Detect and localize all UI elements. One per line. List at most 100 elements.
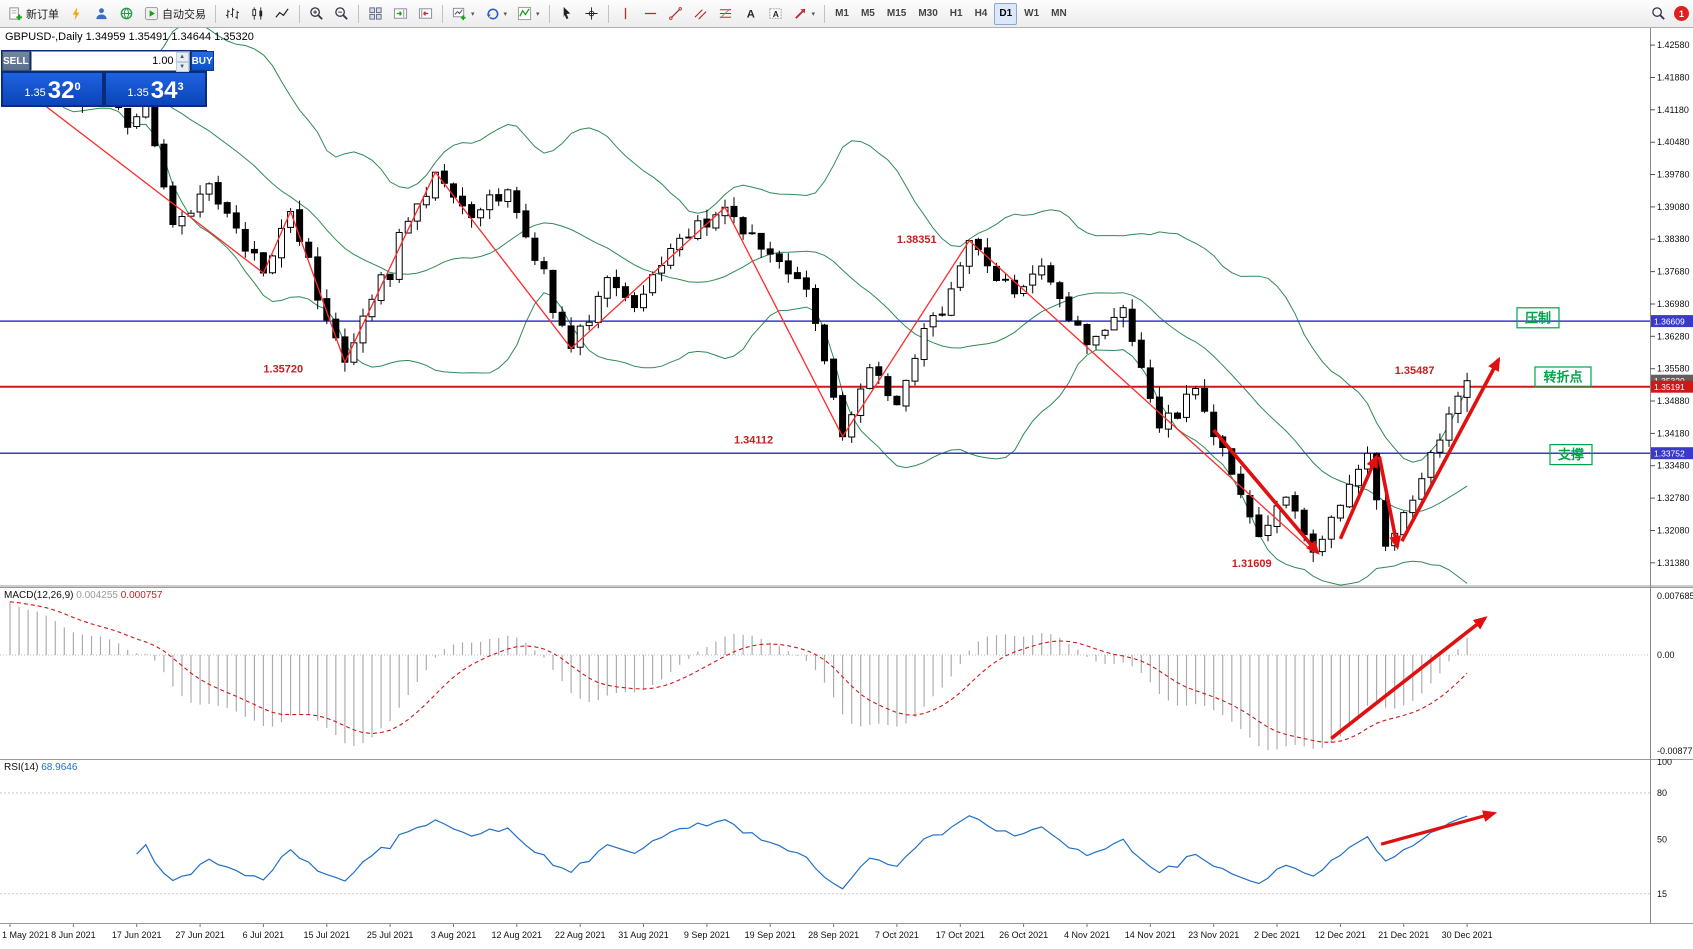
svg-text:1.32780: 1.32780 (1657, 493, 1690, 503)
annotation-box[interactable] (1516, 307, 1560, 329)
svg-text:1.39780: 1.39780 (1657, 170, 1690, 180)
buy-price-button[interactable]: 1.35 34 3 (105, 72, 206, 106)
zoom-in-button[interactable] (305, 3, 328, 25)
macd-label: MACD(12,26,9) 0.004255 0.000757 (4, 590, 162, 601)
profiles-button[interactable]: ▾ (481, 3, 512, 25)
timeframe-m30-button[interactable]: M30 (913, 3, 942, 25)
main-price-chart[interactable]: 1.35720 1.34112 1.38351 1.31609 1.35487 压制转折点… (0, 28, 1693, 587)
svg-text:1.34180: 1.34180 (1657, 428, 1690, 438)
chart-ohlc-header: GBPUSD-,Daily 1.34959 1.35491 1.34644 1.… (5, 31, 254, 43)
chevron-down-icon: ▾ (536, 10, 540, 18)
timeframe-mn-button[interactable]: MN (1046, 3, 1072, 25)
indicators-icon (517, 6, 532, 21)
macd-pane[interactable]: 0.007685 0.00 -0.00877 (0, 587, 1693, 759)
one-click-icon-button[interactable] (65, 3, 88, 25)
timeframe-m5-button[interactable]: M5 (856, 3, 880, 25)
date-label: 9 Sep 2021 (684, 930, 730, 940)
macd-name: MACD(12,26,9) (4, 590, 74, 601)
auto-scroll-button[interactable] (389, 3, 412, 25)
date-label: 17 Oct 2021 (936, 930, 985, 940)
sell-tab[interactable]: SELL (2, 51, 30, 71)
toolbar-separator (299, 4, 300, 23)
new-order-button[interactable]: 新订单 (4, 3, 63, 25)
annotation-box[interactable] (1534, 366, 1592, 388)
sell-price-button[interactable]: 1.35 32 0 (2, 72, 103, 106)
annotation-box[interactable] (1549, 444, 1593, 466)
toolbar-separator (607, 4, 609, 23)
toolbar: 新订单 自动交易 ▾ ▾ ▾ A A ▾ M1 M5 M15 M30 H1 H4… (0, 0, 1693, 28)
zoom-in-icon (310, 7, 323, 20)
zoom-out-button[interactable] (330, 3, 353, 25)
macd-histogram (9, 601, 1468, 751)
price-label[interactable]: 1.31609 (1232, 558, 1272, 570)
notification-badge[interactable]: 1 (1674, 6, 1689, 21)
text-button[interactable]: A (739, 3, 762, 25)
cursor-button[interactable] (555, 3, 578, 25)
timeframe-w1-button[interactable]: W1 (1019, 3, 1044, 25)
svg-text:1.36280: 1.36280 (1657, 331, 1690, 341)
rsi-label: RSI(14) 68.9646 (4, 762, 77, 773)
price-label[interactable]: 1.38351 (897, 234, 937, 246)
date-label: 7 Oct 2021 (875, 930, 919, 940)
buy-tab[interactable]: BUY (190, 51, 214, 71)
shapes-button[interactable]: ▾ (789, 3, 820, 25)
svg-text:50: 50 (1657, 835, 1667, 845)
crosshair-button[interactable] (580, 3, 603, 25)
autotrade-button[interactable]: 自动交易 (140, 3, 210, 25)
timeframe-m15-button[interactable]: M15 (882, 3, 911, 25)
search-button[interactable] (1647, 3, 1670, 25)
date-label: 6 Jul 2021 (243, 930, 285, 940)
tile-windows-icon (369, 7, 382, 20)
text-label-button[interactable]: A (764, 3, 787, 25)
price-label[interactable]: 1.35487 (1395, 365, 1435, 377)
line-chart-button[interactable] (271, 3, 294, 25)
svg-text:1.31380: 1.31380 (1657, 558, 1690, 568)
auto-scroll-icon (393, 8, 408, 19)
channel-button[interactable] (689, 3, 712, 25)
chart-shift-button[interactable] (414, 3, 437, 25)
new-chart-button[interactable]: ▾ (448, 3, 479, 25)
rsi-pane[interactable]: 100 80 50 15 (0, 759, 1693, 923)
svg-text:-0.00877: -0.00877 (1657, 746, 1693, 756)
price-label[interactable]: 1.34112 (734, 434, 773, 446)
volume-up-icon[interactable]: ▲ (175, 52, 189, 62)
date-label: 8 Jun 2021 (51, 930, 96, 940)
bar-chart-button[interactable] (221, 3, 244, 25)
trend-arrows (1212, 356, 1501, 555)
volume-down-icon[interactable]: ▼ (175, 62, 189, 72)
trendline-button[interactable] (664, 3, 687, 25)
horizontal-line-button[interactable] (639, 3, 662, 25)
timeframe-d1-button[interactable]: D1 (994, 2, 1018, 25)
chevron-down-icon: ▾ (471, 10, 475, 18)
vertical-line-button[interactable] (614, 3, 637, 25)
price-tag (1651, 315, 1693, 328)
zigzag-trend-line[interactable] (9, 78, 1314, 553)
svg-text:1.42580: 1.42580 (1657, 40, 1690, 50)
tile-windows-button[interactable] (364, 3, 387, 25)
candlestick-chart-button[interactable] (246, 3, 269, 25)
timeframe-h4-button[interactable]: H4 (970, 3, 993, 25)
timeframe-h1-button[interactable]: H1 (945, 3, 968, 25)
new-order-icon (9, 7, 23, 21)
svg-text:1.32080: 1.32080 (1657, 526, 1690, 536)
toolbar-separator (548, 4, 550, 23)
volume-input[interactable] (31, 52, 176, 70)
date-label: 12 Aug 2021 (492, 930, 543, 940)
rsi-name: RSI(14) (4, 762, 39, 773)
chart-shift-icon (418, 8, 433, 19)
buy-price-pip: 3 (177, 81, 184, 93)
price-label[interactable]: 1.35720 (263, 364, 303, 376)
accounts-button[interactable] (90, 3, 113, 25)
date-label: 4 Nov 2021 (1064, 930, 1110, 940)
fibonacci-button[interactable] (714, 3, 737, 25)
indicators-button[interactable]: ▾ (513, 3, 544, 25)
timeframe-m1-button[interactable]: M1 (830, 3, 854, 25)
community-button[interactable] (115, 3, 138, 25)
date-axis[interactable]: 1 May 2021 8 Jun 2021 17 Jun 2021 27 Jun 20… (0, 923, 1693, 949)
svg-text:1.35580: 1.35580 (1657, 364, 1690, 374)
price-tag (1651, 447, 1693, 460)
buy-price-prefix: 1.35 (127, 87, 149, 99)
date-label: 27 Jun 2021 (175, 930, 225, 940)
